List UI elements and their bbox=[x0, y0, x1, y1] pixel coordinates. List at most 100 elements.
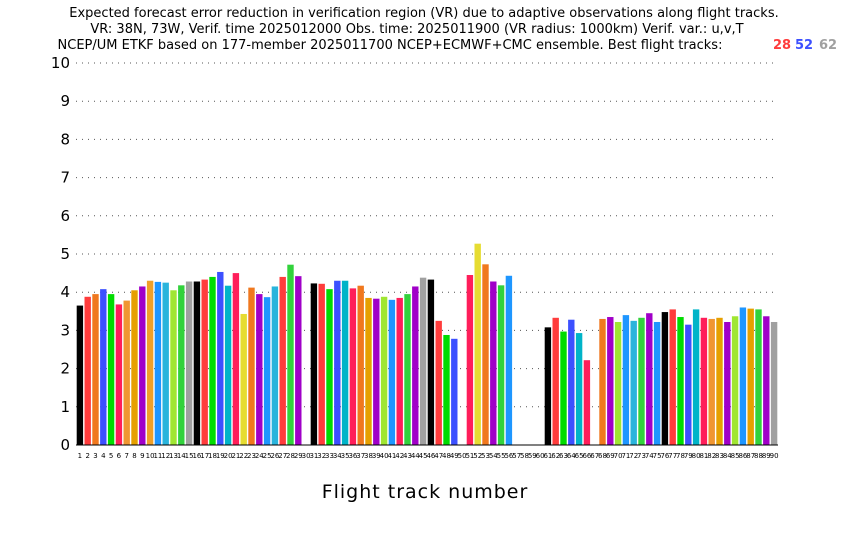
x-tick-label-55: 55 bbox=[497, 452, 506, 460]
bar-track-38 bbox=[365, 297, 372, 445]
x-tick-label-45: 45 bbox=[419, 452, 428, 460]
bar-track-47 bbox=[435, 320, 442, 445]
bar-track-70 bbox=[614, 321, 622, 445]
x-tick-label-1: 1 bbox=[78, 452, 82, 460]
bar-track-66 bbox=[583, 360, 591, 445]
y-tick-label-7: 7 bbox=[60, 169, 70, 187]
bar-track-88 bbox=[755, 309, 762, 445]
x-tick-label-75: 75 bbox=[653, 452, 662, 460]
x-tick-label-37: 37 bbox=[356, 452, 365, 460]
x-tick-label-80: 80 bbox=[692, 452, 701, 460]
x-tick-label-19: 19 bbox=[216, 452, 225, 460]
x-tick-label-73: 73 bbox=[637, 452, 646, 460]
y-tick-label-9: 9 bbox=[60, 92, 70, 110]
x-tick-label-40: 40 bbox=[380, 452, 389, 460]
bar-track-36 bbox=[349, 288, 357, 445]
x-tick-label-88: 88 bbox=[754, 452, 763, 460]
bar-track-43 bbox=[404, 294, 411, 445]
x-tick-label-82: 82 bbox=[707, 452, 716, 460]
x-tick-label-9: 9 bbox=[140, 452, 144, 460]
x-tick-label-77: 77 bbox=[668, 452, 677, 460]
x-tick-label-83: 83 bbox=[715, 452, 724, 460]
x-tick-label-44: 44 bbox=[411, 452, 420, 460]
y-tick-label-1: 1 bbox=[60, 398, 70, 416]
bar-track-5 bbox=[107, 294, 115, 445]
bar-track-22 bbox=[240, 313, 247, 445]
x-tick-label-54: 54 bbox=[489, 452, 498, 460]
x-tick-label-84: 84 bbox=[723, 452, 732, 460]
x-tick-label-42: 42 bbox=[395, 452, 404, 460]
x-tick-label-8: 8 bbox=[132, 452, 136, 460]
y-tick-label-2: 2 bbox=[60, 360, 70, 378]
best-track-1: 28 bbox=[773, 38, 791, 53]
bar-track-26 bbox=[271, 286, 279, 445]
bar-track-72 bbox=[630, 320, 637, 445]
bar-track-34 bbox=[334, 280, 341, 445]
x-tick-label-31: 31 bbox=[309, 452, 318, 460]
x-tick-label-63: 63 bbox=[559, 452, 568, 460]
x-tick-label-87: 87 bbox=[746, 452, 755, 460]
bar-track-83 bbox=[716, 317, 723, 445]
x-tick-label-36: 36 bbox=[348, 452, 357, 460]
bar-track-51 bbox=[466, 275, 474, 445]
bar-track-17 bbox=[201, 279, 208, 445]
bar-track-77 bbox=[669, 309, 676, 445]
title-line-1: Expected forecast error reduction in ver… bbox=[69, 6, 778, 21]
y-tick-label-3: 3 bbox=[60, 321, 70, 339]
bar-track-82 bbox=[708, 318, 715, 445]
bar-track-61 bbox=[544, 327, 552, 445]
x-tick-label-70: 70 bbox=[614, 452, 623, 460]
bar-track-31 bbox=[310, 283, 318, 445]
x-tick-label-58: 58 bbox=[520, 452, 529, 460]
y-tick-label-4: 4 bbox=[60, 283, 70, 301]
x-tick-label-60: 60 bbox=[536, 452, 545, 460]
bar-track-90 bbox=[770, 321, 778, 445]
bar-track-44 bbox=[412, 286, 419, 445]
x-tick-label-46: 46 bbox=[426, 452, 435, 460]
bar-track-14 bbox=[178, 285, 185, 445]
x-tick-label-26: 26 bbox=[270, 452, 279, 460]
x-tick-label-15: 15 bbox=[185, 452, 194, 460]
bar-track-69 bbox=[607, 317, 614, 445]
x-tick-label-27: 27 bbox=[278, 452, 287, 460]
x-tick-label-48: 48 bbox=[442, 452, 451, 460]
y-tick-label-5: 5 bbox=[60, 245, 70, 263]
bar-track-27 bbox=[279, 276, 286, 445]
x-tick-label-30: 30 bbox=[302, 452, 311, 460]
bar-track-80 bbox=[692, 309, 700, 445]
x-tick-label-39: 39 bbox=[372, 452, 381, 460]
bar-track-71 bbox=[622, 315, 630, 445]
bar-track-42 bbox=[396, 297, 403, 445]
bar-track-24 bbox=[256, 294, 263, 445]
bar-track-53 bbox=[482, 264, 489, 445]
title-line-3: NCEP/UM ETKF based on 177-member 2025011… bbox=[58, 38, 723, 53]
x-tick-label-32: 32 bbox=[317, 452, 326, 460]
bar-track-12 bbox=[162, 282, 169, 445]
bar-track-1 bbox=[76, 305, 84, 445]
bar-track-78 bbox=[677, 317, 684, 445]
x-tick-label-43: 43 bbox=[403, 452, 412, 460]
x-tick-label-49: 49 bbox=[450, 452, 459, 460]
bar-track-2 bbox=[84, 296, 91, 445]
bar-track-10 bbox=[146, 280, 154, 445]
x-tick-label-68: 68 bbox=[598, 452, 607, 460]
bar-track-62 bbox=[552, 317, 559, 445]
best-track-3: 62 bbox=[819, 38, 837, 53]
best-track-2: 52 bbox=[795, 38, 813, 53]
bar-track-73 bbox=[638, 317, 645, 445]
bar-track-18 bbox=[209, 276, 216, 445]
x-tick-label-4: 4 bbox=[101, 452, 106, 460]
x-tick-label-79: 79 bbox=[684, 452, 693, 460]
bar-track-20 bbox=[224, 285, 232, 445]
x-tick-label-21: 21 bbox=[231, 452, 240, 460]
x-tick-label-3: 3 bbox=[93, 452, 97, 460]
bar-track-41 bbox=[388, 299, 396, 445]
bar-track-7 bbox=[123, 300, 130, 445]
title-line-2: VR: 38N, 73W, Verif. time 2025012000 Obs… bbox=[90, 22, 743, 37]
x-tick-label-11: 11 bbox=[153, 452, 162, 460]
bars bbox=[76, 243, 778, 445]
x-tick-label-62: 62 bbox=[551, 452, 560, 460]
x-tick-label-6: 6 bbox=[117, 452, 122, 460]
x-tick-label-67: 67 bbox=[590, 452, 599, 460]
